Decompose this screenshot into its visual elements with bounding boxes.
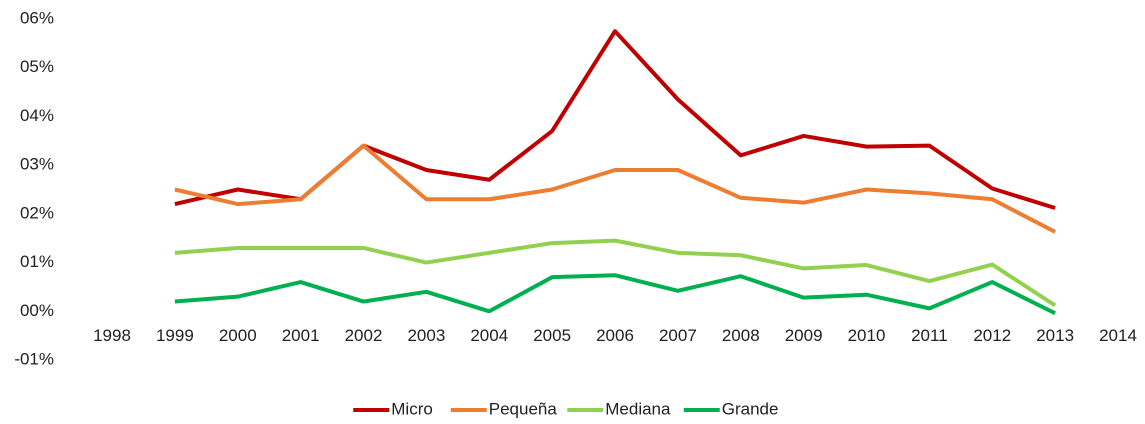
x-tick-label: 2002 [345,326,383,345]
series-line [174,273,1057,316]
legend-label: Pequeña [489,399,558,418]
y-tick-label: 05% [20,57,54,76]
legend-label: Grande [722,399,779,418]
y-tick-label: 03% [20,155,54,174]
y-tick-label: 01% [20,252,54,271]
x-tick-label: 2014 [1099,326,1137,345]
x-tick-label: 2000 [219,326,257,345]
x-tick-label: 2006 [596,326,634,345]
x-tick-label: 2008 [722,326,760,345]
x-tick-label: 2005 [533,326,571,345]
x-tick-label: 2012 [973,326,1011,345]
y-tick-label: 06% [20,8,54,27]
series-line [174,143,1057,234]
y-tick-label: 02% [20,203,54,222]
x-tick-label: 2011 [911,326,948,345]
x-tick-label: 2004 [470,326,508,345]
legend-label: Micro [391,399,433,418]
series-line [174,238,1057,308]
y-tick-label: 04% [20,106,54,125]
x-tick-label: 1999 [156,326,194,345]
x-tick-label: 2007 [659,326,697,345]
x-tick-label: 2009 [785,326,823,345]
x-tick-label: 2013 [1036,326,1074,345]
series-line [174,29,1056,210]
legend-label: Mediana [605,399,671,418]
x-tick-label: 1998 [93,326,131,345]
x-tick-label: 2003 [407,326,445,345]
x-tick-label: 2010 [848,326,886,345]
y-tick-label: 00% [20,301,54,320]
y-tick-label: -01% [14,349,54,368]
x-tick-label: 2001 [282,326,320,345]
